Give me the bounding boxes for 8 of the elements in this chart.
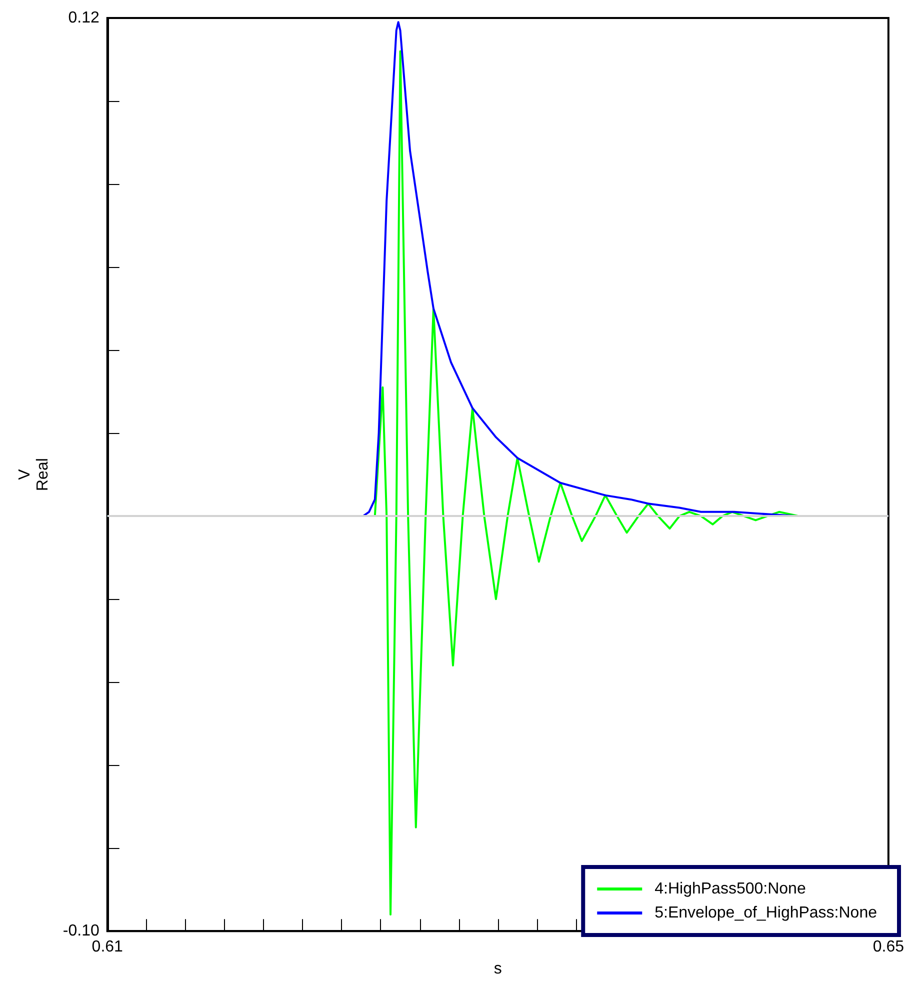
y-tick-label: 0.12 — [68, 10, 100, 26]
y-tick-label: -0.10 — [62, 922, 100, 940]
legend-label: 5:Envelope_of_HighPass:None — [654, 904, 878, 922]
x-axis-title: s — [494, 960, 502, 978]
x-tick-label: 0.65 — [872, 938, 904, 956]
legend-label: 4:HighPass500:None — [654, 880, 806, 898]
y-axis-title: V Real — [16, 458, 52, 492]
x-tick-label: 0.61 — [92, 938, 124, 956]
